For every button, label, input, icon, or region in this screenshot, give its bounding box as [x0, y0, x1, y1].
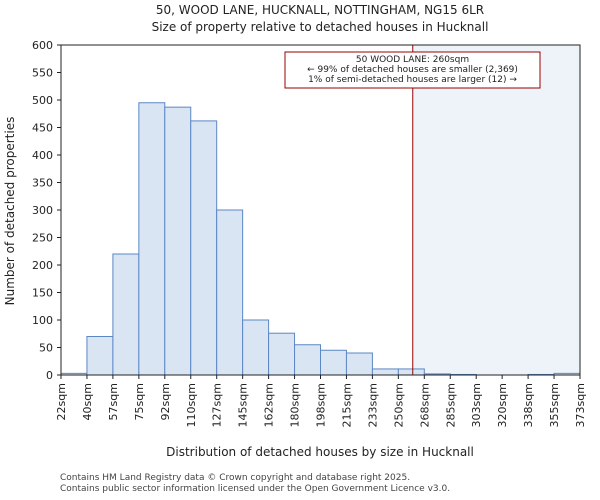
x-tick-label: 285sqm	[444, 383, 457, 427]
x-tick-label: 22sqm	[55, 383, 68, 420]
bar	[242, 319, 270, 376]
bar	[345, 352, 373, 376]
x-tick-label: 355sqm	[548, 383, 561, 427]
x-tick-label: 92sqm	[159, 383, 172, 420]
x-tick-label: 145sqm	[237, 383, 250, 427]
x-axis-label: Distribution of detached houses by size …	[166, 445, 474, 459]
x-tick-label: 57sqm	[107, 383, 120, 420]
y-tick-label: 450	[32, 122, 53, 135]
y-tick-label: 0	[46, 369, 53, 382]
y-tick-label: 500	[32, 94, 53, 107]
bar	[371, 368, 399, 376]
bar	[190, 120, 218, 376]
y-tick-label: 200	[32, 259, 53, 272]
bar	[86, 336, 114, 376]
bars	[60, 102, 581, 376]
x-tick-label: 320sqm	[496, 383, 509, 427]
y-axis: 0 50 100 150 200 250 300 350 400 450 500 550 600	[32, 39, 61, 382]
y-tick-label: 100	[32, 314, 53, 327]
x-tick-label: 303sqm	[470, 383, 483, 427]
x-tick-label: 215sqm	[340, 383, 353, 427]
chart-title: 50, WOOD LANE, HUCKNALL, NOTTINGHAM, NG1…	[156, 3, 484, 17]
bar	[138, 102, 166, 376]
x-tick-label: 198sqm	[315, 383, 328, 427]
y-tick-label: 50	[39, 342, 53, 355]
chart-subtitle: Size of property relative to detached ho…	[152, 20, 489, 34]
plot-area: 0 50 100 150 200 250 300 350 400 450 500 550 600 22s…	[32, 39, 587, 427]
x-tick-label: 180sqm	[289, 383, 302, 427]
bar	[320, 349, 347, 376]
y-tick-label: 350	[32, 177, 53, 190]
x-tick-label: 75sqm	[133, 383, 146, 420]
annotation-line-3: 1% of semi-detached houses are larger (1…	[308, 75, 517, 85]
y-tick-label: 550	[32, 67, 53, 80]
bar	[294, 344, 321, 376]
larger-region-shade	[412, 45, 580, 375]
bar	[216, 209, 244, 376]
x-tick-label: 338sqm	[522, 383, 535, 427]
footer-line-2: Contains public sector information licen…	[60, 484, 451, 494]
bar	[397, 368, 425, 376]
x-tick-label: 40sqm	[81, 383, 94, 420]
footer-line-1: Contains HM Land Registry data © Crown c…	[60, 473, 411, 483]
x-tick-label: 127sqm	[211, 383, 224, 427]
y-tick-label: 300	[32, 204, 53, 217]
bar	[164, 106, 192, 376]
x-tick-label: 110sqm	[185, 383, 198, 427]
y-axis-label: Number of detached properties	[3, 117, 17, 306]
y-tick-label: 250	[32, 232, 53, 245]
x-tick-label: 373sqm	[574, 383, 587, 427]
bar	[268, 332, 296, 376]
x-tick-label: 250sqm	[392, 383, 405, 427]
y-tick-label: 400	[32, 149, 53, 162]
y-tick-label: 150	[32, 287, 53, 300]
x-tick-label: 268sqm	[418, 383, 431, 427]
x-axis: 22sqm 40sqm 57sqm 75sqm 92sqm 110sqm 127sqm 145…	[55, 375, 587, 427]
annotation-box: 50 WOOD LANE: 260sqm ← 99% of detached h…	[284, 51, 541, 89]
y-tick-label: 600	[32, 39, 53, 52]
annotation-line-2: ← 99% of detached houses are smaller (2,…	[307, 65, 518, 75]
x-tick-label: 162sqm	[263, 383, 276, 427]
bar	[112, 253, 140, 376]
annotation-frame	[284, 51, 541, 89]
annotation-line-1: 50 WOOD LANE: 260sqm	[356, 55, 469, 65]
x-tick-label: 233sqm	[366, 383, 379, 427]
